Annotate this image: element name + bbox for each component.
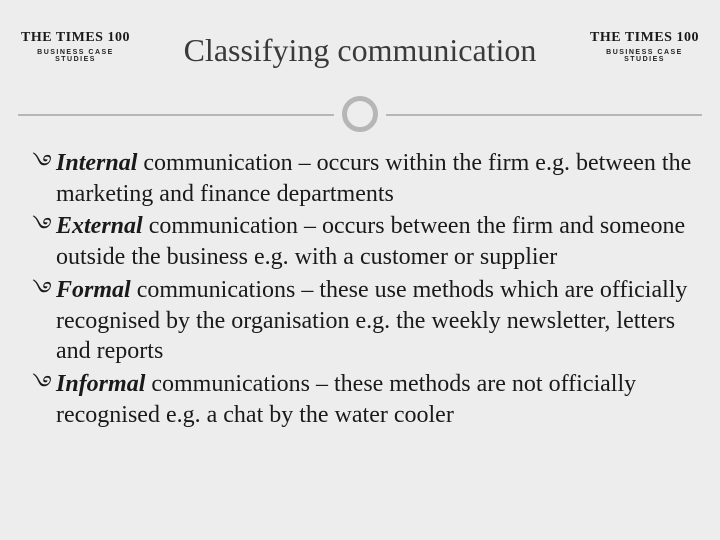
title-rule [0,96,720,136]
item-rest: communication – occurs within the firm e… [56,150,691,207]
term: Formal [56,277,131,303]
term: Informal [56,371,145,397]
term: External [56,213,143,239]
bullet-icon: ࿓ [28,215,49,237]
body-text: ࿓ Internal communication – occurs within… [28,148,692,432]
bullet-icon: ࿓ [28,152,49,174]
item-rest: communication – occurs between the firm … [56,213,685,270]
list-item: ࿓ Formal communications – these use meth… [28,275,692,367]
rule-line-right [386,114,702,116]
rule-circle-icon [342,96,378,132]
term: Internal [56,150,137,176]
list-item: ࿓ Informal communications – these method… [28,369,692,430]
bullet-icon: ࿓ [28,279,49,301]
slide-title: Classifying communication [0,32,720,69]
rule-line-left [18,114,334,116]
list-item: ࿓ Internal communication – occurs within… [28,148,692,209]
bullet-icon: ࿓ [28,373,49,395]
item-rest: communications – these use methods which… [56,277,687,364]
slide: THE TIMES 100 BUSINESS CASE STUDIES THE … [0,0,720,540]
list-item: ࿓ External communication – occurs betwee… [28,211,692,272]
